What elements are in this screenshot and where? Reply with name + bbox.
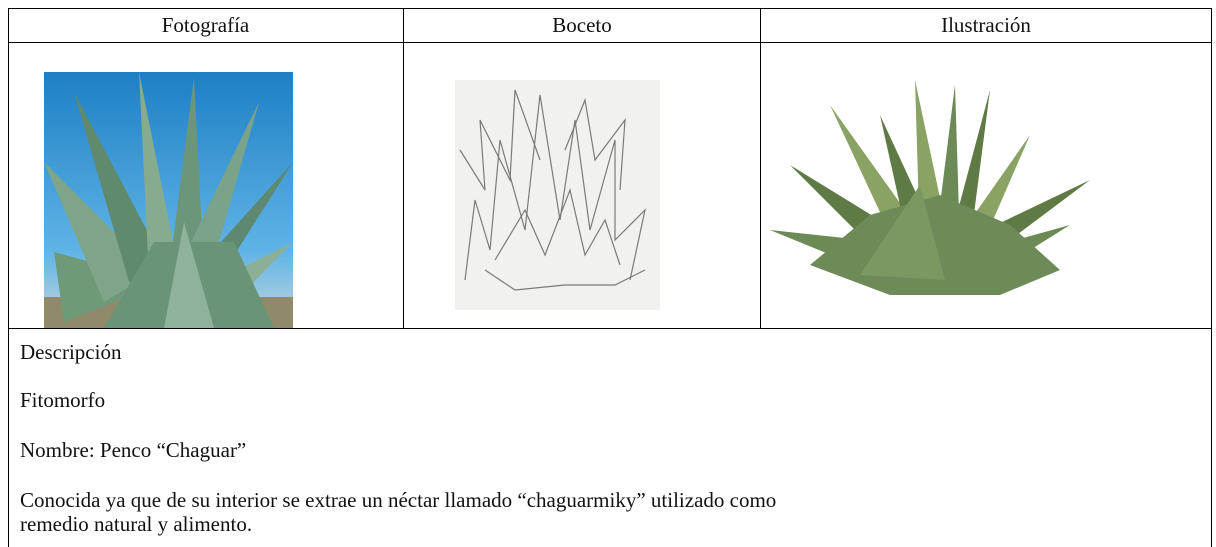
border xyxy=(8,42,1212,43)
border xyxy=(8,8,1212,9)
border xyxy=(8,8,9,547)
illustration xyxy=(770,80,1090,295)
header-cell: Ilustración xyxy=(941,13,1031,37)
line: Nombre: Penco “Chaguar” xyxy=(20,438,247,462)
heading: Descripción xyxy=(20,340,122,364)
photo xyxy=(44,72,293,328)
border xyxy=(1211,8,1212,547)
header-cell: Boceto xyxy=(552,13,612,37)
line: Fitomorfo xyxy=(20,388,106,412)
border xyxy=(403,8,404,329)
border xyxy=(8,328,1212,329)
line: Conocida ya que de su interior se extrae… xyxy=(20,488,777,536)
border xyxy=(760,8,761,329)
header-cell: Fotografía xyxy=(161,13,250,37)
sketch xyxy=(455,80,660,310)
